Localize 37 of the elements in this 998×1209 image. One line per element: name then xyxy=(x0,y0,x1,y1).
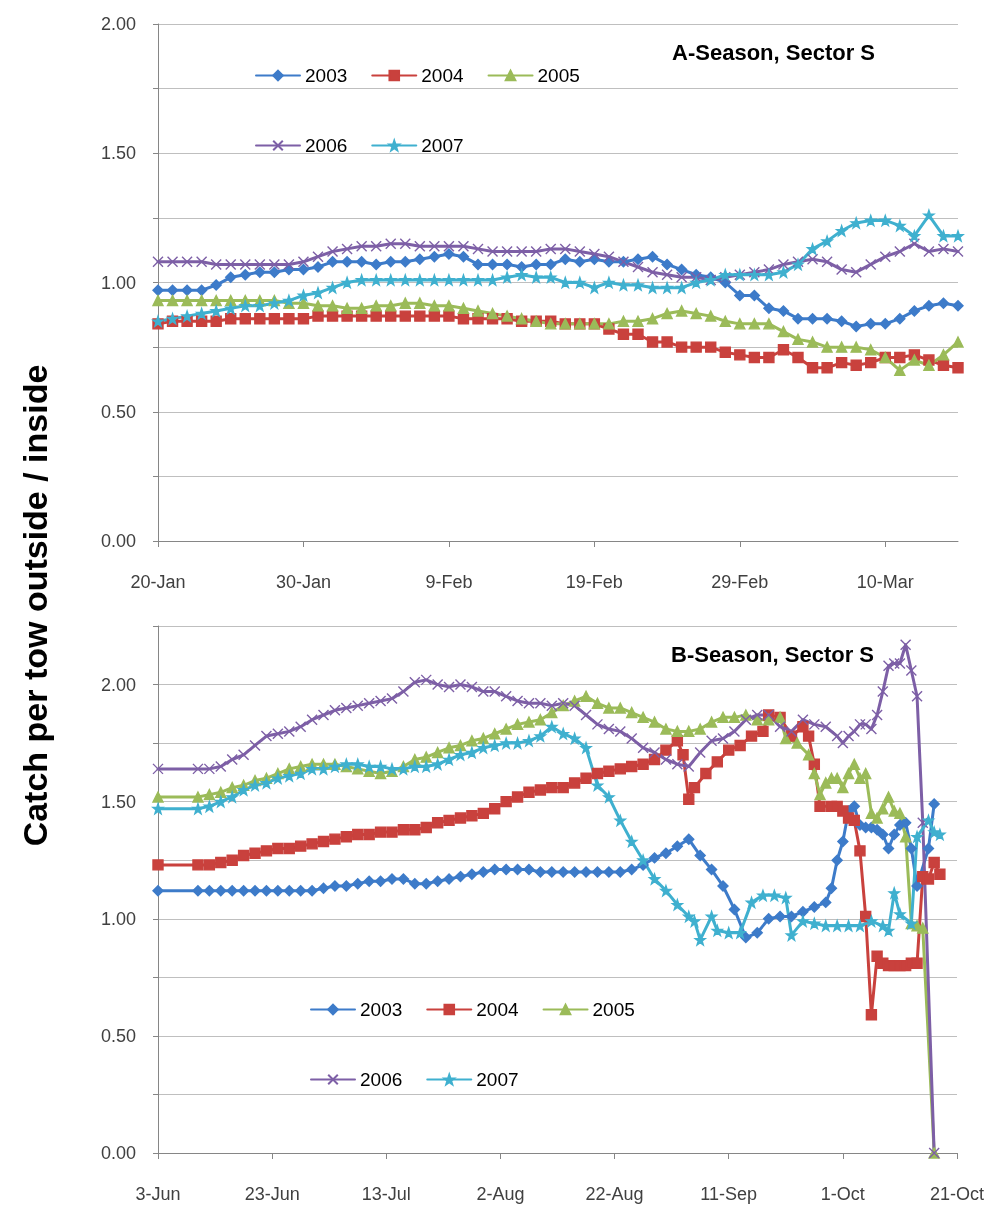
text: A-Season, Sector S xyxy=(672,39,875,65)
x-tick-label: 3-Jun xyxy=(135,1184,181,1204)
x-tick-label: 30-Jan xyxy=(275,572,331,592)
y-tick-label: 2.00 xyxy=(100,674,136,695)
y-axis-title: Catch per tow outside / inside xyxy=(16,364,56,846)
text: B-Season, Sector S xyxy=(671,641,874,667)
legend-label: 2003 xyxy=(305,65,348,86)
x-tick-label: 22-Aug xyxy=(585,1184,644,1204)
x-tick-label: 11-Sep xyxy=(700,1184,758,1204)
y-tick-label: 0.00 xyxy=(100,1143,136,1163)
x-tick-label: 20-Jan xyxy=(130,572,186,592)
x-tick-label: 2-Aug xyxy=(476,1184,525,1204)
x-tick-label: 9-Feb xyxy=(425,572,473,592)
y-tick-label: 2.00 xyxy=(100,14,136,34)
y-tick-label: 1.00 xyxy=(100,272,136,293)
y-tick-label: 0.50 xyxy=(100,401,136,422)
legend-label: 2007 xyxy=(476,1069,519,1090)
y-tick-label: 1.50 xyxy=(100,791,136,812)
x-tick-label: 10-Mar xyxy=(856,572,914,592)
y-tick-label: 1.50 xyxy=(100,143,136,164)
y-tick-label: 0.00 xyxy=(100,531,136,551)
legend-label: 2007 xyxy=(421,135,464,156)
y-tick-label: 0.50 xyxy=(100,1025,136,1046)
x-tick-label: 29-Feb xyxy=(711,572,769,592)
x-tick-label: 21-Oct xyxy=(929,1184,985,1204)
legend-label: 2005 xyxy=(592,999,635,1020)
legend-label: 2004 xyxy=(476,999,519,1020)
legend-label: 2005 xyxy=(537,65,580,86)
x-tick-label: 23-Jun xyxy=(244,1184,300,1204)
y-tick-label: 1.00 xyxy=(100,908,136,929)
x-tick-label: 19-Feb xyxy=(565,572,623,592)
legend-label: 2006 xyxy=(305,135,348,156)
legend-label: 2006 xyxy=(360,1069,403,1090)
legend-label: 2004 xyxy=(421,65,464,86)
x-tick-label: 1-Oct xyxy=(820,1184,865,1204)
x-tick-label: 13-Jul xyxy=(361,1184,411,1204)
legend-label: 2003 xyxy=(360,999,403,1020)
